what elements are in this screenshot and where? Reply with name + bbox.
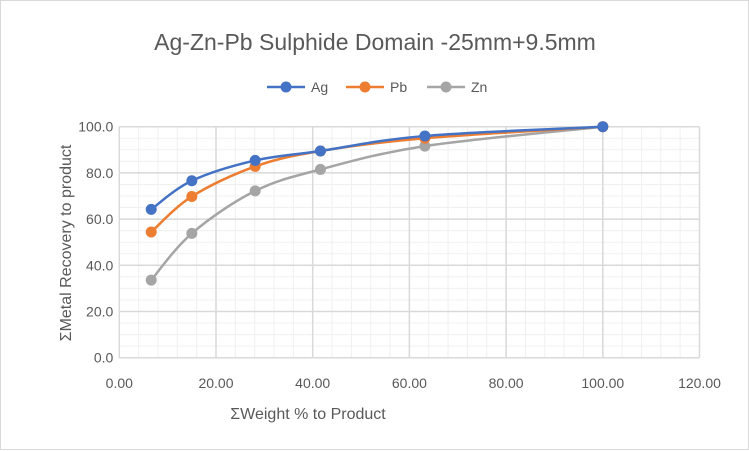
data-point-zn bbox=[249, 185, 261, 197]
legend: Ag Pb Zn bbox=[267, 79, 487, 95]
data-point-ag bbox=[145, 203, 157, 215]
x-axis-label: ΣWeight % to Product bbox=[230, 406, 386, 423]
y-tick-label: 100.0 bbox=[78, 119, 113, 135]
legend-marker-ag bbox=[280, 81, 292, 93]
y-tick-label: 40.0 bbox=[86, 257, 113, 273]
y-tick-label: 60.0 bbox=[86, 211, 113, 227]
x-tick-label: 0.00 bbox=[106, 375, 133, 391]
y-tick-label: 0.0 bbox=[94, 350, 114, 366]
x-tick-label: 120.00 bbox=[678, 375, 721, 391]
data-point-zn bbox=[145, 274, 157, 286]
data-point-zn bbox=[419, 140, 431, 152]
grid bbox=[118, 125, 701, 359]
legend-label-pb: Pb bbox=[390, 79, 407, 95]
tick-labels: 0.00 20.00 40.00 60.00 80.00 100.00 120.00 0.0 2… bbox=[78, 119, 721, 391]
x-tick-label: 40.00 bbox=[295, 375, 330, 391]
x-tick-label: 100.00 bbox=[581, 375, 624, 391]
legend-marker-zn bbox=[440, 81, 452, 93]
data-point-ag bbox=[419, 130, 431, 142]
series-layer bbox=[145, 121, 609, 286]
data-point-zn bbox=[314, 163, 326, 175]
y-axis-label: ΣMetal Recovery to product bbox=[58, 144, 75, 341]
x-tick-label: 60.00 bbox=[392, 375, 427, 391]
y-tick-label: 80.0 bbox=[86, 165, 113, 181]
data-point-ag bbox=[597, 121, 609, 133]
chart-title: Ag-Zn-Pb Sulphide Domain -25mm+9.5mm bbox=[154, 29, 596, 55]
legend-label-ag: Ag bbox=[311, 79, 328, 95]
data-point-zn bbox=[186, 227, 198, 239]
data-point-ag bbox=[314, 145, 326, 157]
data-point-ag bbox=[186, 175, 198, 187]
legend-label-zn: Zn bbox=[471, 79, 487, 95]
data-point-ag bbox=[249, 154, 261, 166]
data-point-pb bbox=[145, 226, 157, 238]
series-line-ag bbox=[150, 125, 603, 211]
x-tick-label: 20.00 bbox=[198, 375, 233, 391]
y-tick-label: 20.0 bbox=[86, 304, 113, 320]
legend-marker-pb bbox=[359, 81, 371, 93]
x-tick-label: 80.00 bbox=[489, 375, 524, 391]
data-point-pb bbox=[186, 190, 198, 202]
